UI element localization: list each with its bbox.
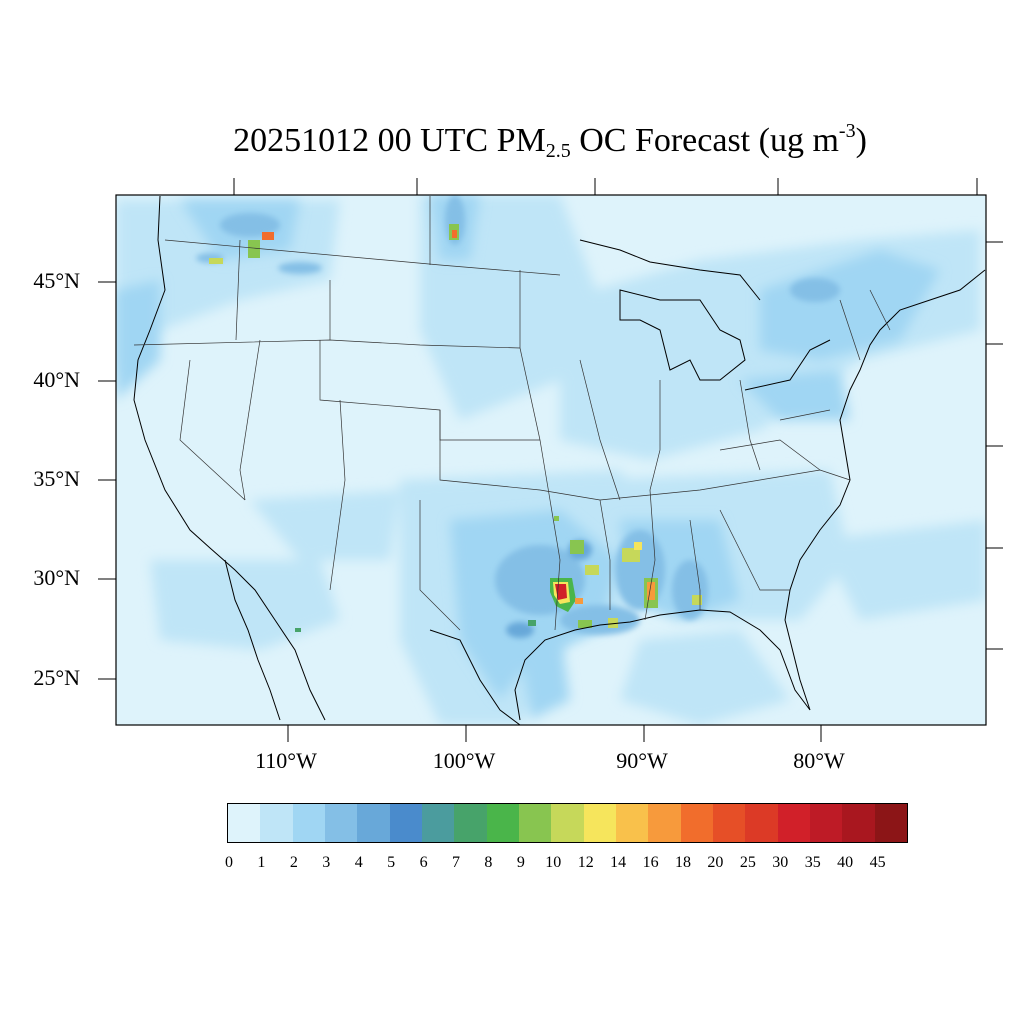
colorbar-cell (583, 804, 616, 842)
colorbar-label: 3 (322, 854, 331, 871)
colorbar-cell (712, 804, 746, 842)
colorbar-cell (551, 804, 584, 842)
lon-label-110w: 110°W (255, 748, 317, 773)
colorbar-label: 20 (707, 854, 724, 871)
colorbar-cell (228, 804, 261, 842)
colorbar-label: 35 (804, 854, 821, 871)
colorbar-label: 30 (772, 854, 789, 871)
map-field (116, 195, 986, 725)
lon-label-100w: 100°W (432, 748, 496, 773)
colorbar-label: 7 (452, 854, 460, 871)
colorbar-cell (518, 804, 552, 842)
lon-label-90w: 90°W (616, 748, 668, 773)
lon-label-80w: 80°W (793, 748, 845, 773)
lat-label-45n: 45°N (33, 268, 80, 293)
coastlines (133, 195, 986, 725)
colorbar-cell (842, 804, 875, 842)
state-borders (133, 196, 891, 631)
colorbar-cell (777, 804, 810, 842)
colorbar-cell (454, 804, 487, 842)
colorbar-label: 8 (484, 854, 493, 871)
colorbar-cell (421, 804, 455, 842)
map-frame (115, 194, 987, 726)
colorbar-label: 10 (545, 854, 562, 871)
lat-label-25n: 25°N (33, 665, 80, 690)
colorbar-label: 45 (869, 854, 886, 871)
colorbar-cell (874, 804, 907, 842)
lat-label-40n: 40°N (33, 367, 80, 392)
colorbar-label: 1 (257, 854, 266, 871)
colorbar-cell (260, 804, 293, 842)
axis-ticks (98, 178, 1003, 742)
colorbar-label: 12 (577, 854, 594, 871)
colorbar-label: 40 (837, 854, 854, 871)
colorbar-label: 18 (675, 854, 691, 871)
colorbar-cell (648, 804, 681, 842)
colorbar-label: 25 (739, 854, 756, 871)
colorbar-cell (615, 804, 649, 842)
map-title: 20251012 00 UTC PM2.5 OC Forecast (ug m-… (233, 120, 867, 162)
colorbar-label: 9 (516, 854, 525, 871)
colorbar-cell (680, 804, 713, 842)
colorbar-label: 16 (642, 854, 659, 871)
colorbar-label: 0 (225, 854, 233, 871)
colorbar-label: 5 (387, 854, 396, 871)
colorbar-cell (745, 804, 778, 842)
colorbar-cell (486, 804, 519, 842)
colorbar-label: 2 (289, 854, 298, 871)
lat-label-30n: 30°N (33, 565, 80, 590)
colorbar (227, 803, 908, 843)
colorbar-cell (324, 804, 358, 842)
colorbar-cell (389, 804, 422, 842)
lat-label-35n: 35°N (33, 466, 80, 491)
colorbar-cell (292, 804, 325, 842)
colorbar-label: 4 (354, 854, 363, 871)
colorbar-cell (357, 804, 390, 842)
colorbar-label: 14 (610, 854, 627, 871)
colorbar-cell (809, 804, 843, 842)
colorbar-label: 6 (419, 854, 428, 871)
